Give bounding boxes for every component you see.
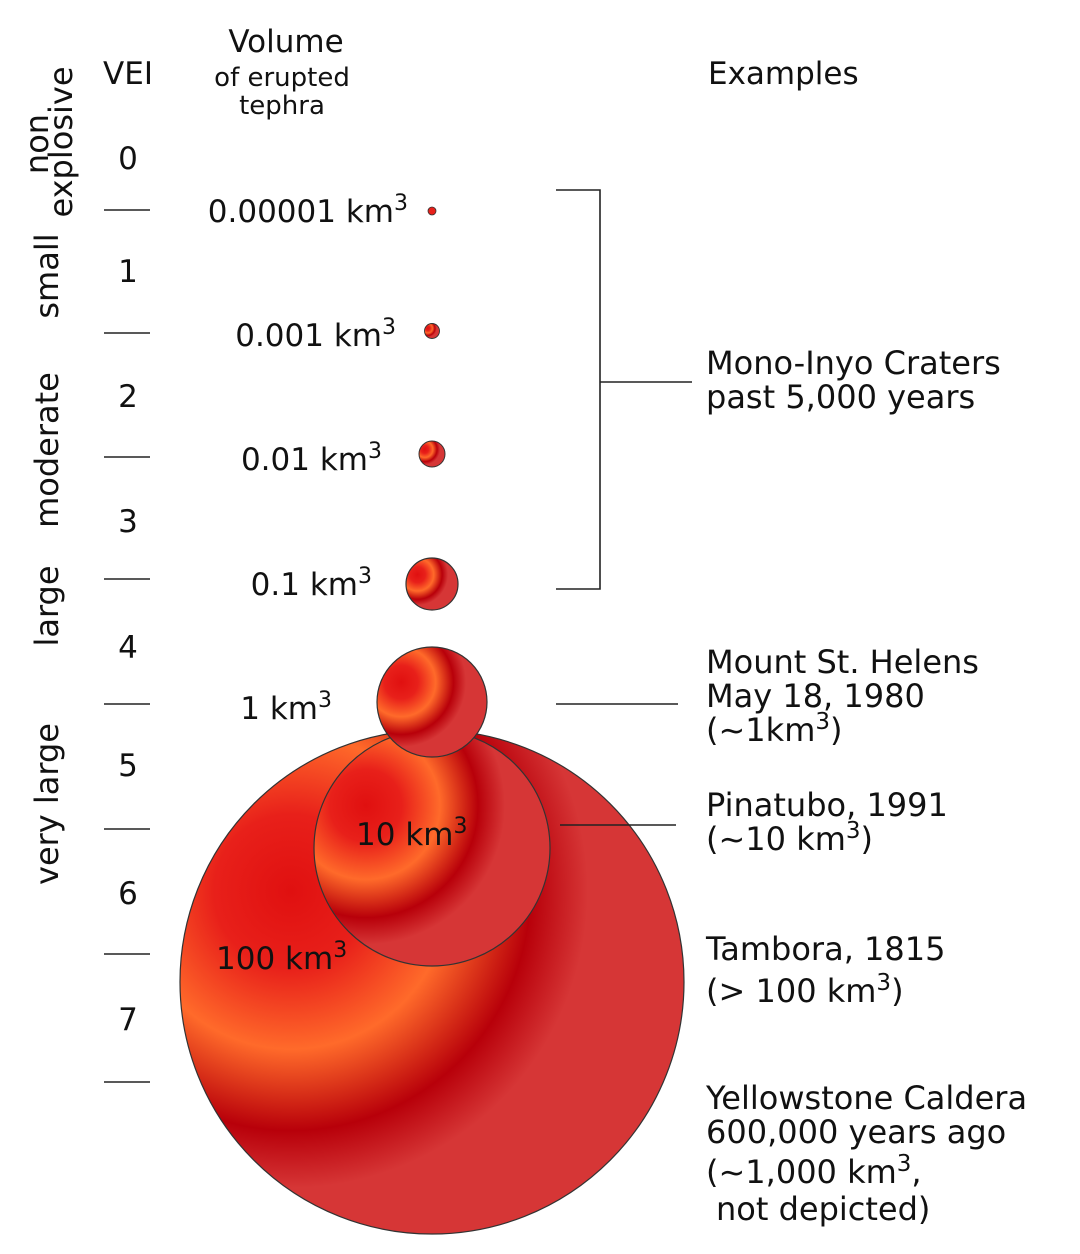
- spheres: [179, 206, 685, 1235]
- vei-header: VEI: [103, 56, 153, 92]
- example-yellowstone-line1: Yellowstone Caldera: [705, 1079, 1027, 1117]
- example-connectors: [556, 189, 692, 826]
- vei-number: 6: [118, 876, 138, 912]
- vei-number: 5: [118, 748, 138, 784]
- example-pinatubo-line1: Pinatubo, 1991: [706, 786, 948, 824]
- example-yellowstone-line3: (~1,000 km3,: [706, 1151, 922, 1191]
- volume-label: 0.1 km3: [251, 564, 372, 603]
- category-large: large: [28, 565, 66, 646]
- volume-label: 1 km3: [240, 688, 332, 727]
- example-pinatubo-line2: (~10 km3): [706, 818, 873, 858]
- category-labels: non explosive small moderate large very …: [18, 66, 80, 885]
- sphere-0-001km3: [424, 323, 440, 339]
- vei-number: 0: [118, 141, 138, 177]
- example-mono-inyo-line2: past 5,000 years: [706, 378, 975, 416]
- example-tambora-line1: Tambora, 1815: [705, 930, 945, 968]
- vei-number: 1: [118, 254, 138, 290]
- vei-number: 3: [118, 504, 138, 540]
- volume-label: 0.01 km3: [241, 439, 382, 478]
- mono-inyo-bracket: [556, 189, 601, 590]
- sphere-1km3: [376, 646, 488, 758]
- category-non-explosive-2: explosive: [42, 66, 80, 217]
- boundary-ticks: [104, 209, 150, 1083]
- examples-header: Examples: [708, 56, 859, 92]
- example-st-helens-line1: Mount St. Helens: [706, 643, 979, 681]
- vei-numbers: 0 1 2 3 4 5 6 7: [118, 141, 138, 1038]
- volume-header: Volume: [228, 24, 343, 60]
- example-yellowstone-line2: 600,000 years ago: [706, 1113, 1006, 1151]
- volume-label: 100 km3: [216, 938, 347, 977]
- examples: Mono-Inyo Craters past 5,000 years Mount…: [705, 344, 1027, 1228]
- volume-label: 10 km3: [356, 814, 467, 853]
- sphere-0-1km3: [405, 557, 459, 611]
- category-very-large: very large: [28, 723, 66, 885]
- volume-label: 0.001 km3: [235, 315, 396, 354]
- category-small: small: [28, 233, 66, 318]
- vei-number: 2: [118, 379, 138, 415]
- example-st-helens-line3: (~1km3): [706, 709, 842, 749]
- volume-label: 0.00001 km3: [208, 191, 408, 230]
- category-non-explosive-1: non: [18, 114, 56, 174]
- vei-number: 4: [118, 630, 138, 666]
- volume-subtitle-1: of erupted: [214, 63, 350, 93]
- volume-subtitle-2: tephra: [239, 91, 325, 121]
- example-yellowstone-line4: not depicted): [716, 1190, 930, 1228]
- volume-labels: 0.00001 km3 0.001 km3 0.01 km3 0.1 km3 1…: [208, 191, 468, 977]
- example-tambora-line2: (> 100 km3): [706, 970, 904, 1010]
- vei-number: 7: [118, 1002, 138, 1038]
- sphere-0-01km3: [418, 440, 446, 468]
- category-moderate: moderate: [28, 372, 66, 528]
- example-mono-inyo-line1: Mono-Inyo Craters: [706, 344, 1001, 382]
- example-st-helens-line2: May 18, 1980: [706, 677, 925, 715]
- sphere-0-00001km3: [427, 206, 437, 216]
